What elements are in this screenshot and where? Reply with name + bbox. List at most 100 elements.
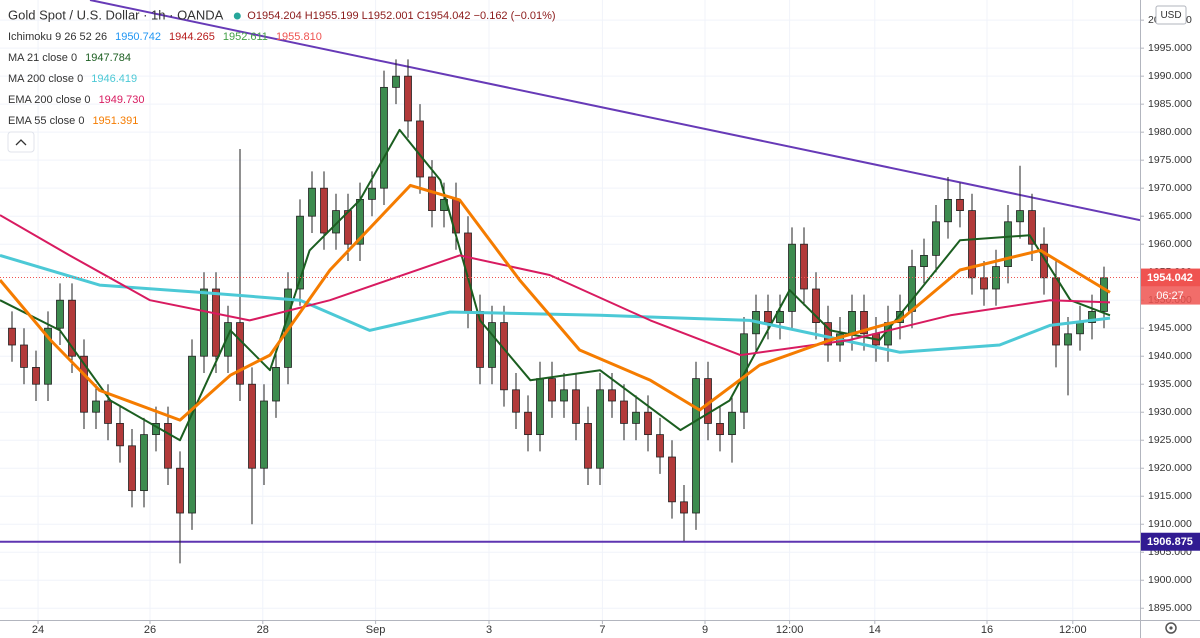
candle-body: [728, 411, 736, 436]
candle-body: [56, 299, 64, 329]
y-tick-label: 1930.000: [1148, 406, 1192, 418]
last-price-label: 1954.042: [1147, 272, 1193, 284]
settings-icon[interactable]: [1165, 622, 1177, 634]
y-tick-label: 1925.000: [1148, 434, 1192, 446]
candle-body: [212, 288, 220, 357]
indicator-value: 1944.265: [169, 31, 215, 43]
x-tick-label: 12:00: [776, 624, 804, 636]
candle-body: [500, 322, 508, 391]
y-tick-label: 1920.000: [1148, 462, 1192, 474]
collapse-icon: [15, 139, 27, 146]
indicator-line: [0, 128, 1111, 442]
candle-body: [920, 254, 928, 267]
x-tick-label: 7: [599, 624, 605, 636]
candle-body: [8, 327, 16, 346]
candle-body: [860, 311, 868, 335]
currency: USD: [1160, 10, 1181, 21]
candle-body: [944, 198, 952, 223]
legend: Gold Spot / U.S. Dollar · 1h · OANDA O195…: [8, 7, 556, 126]
countdown-box: [1141, 286, 1200, 305]
x-tick-label: 24: [32, 624, 44, 636]
status-dot: [233, 12, 241, 20]
y-tick-label: 1910.000: [1148, 518, 1192, 530]
candle-body: [224, 322, 232, 357]
gear: [1165, 622, 1177, 634]
currency-box[interactable]: [1155, 5, 1187, 25]
support-box: [1141, 532, 1200, 551]
indicator-line: [0, 214, 1111, 357]
candle-body: [536, 378, 544, 436]
candle-body: [392, 75, 400, 88]
x-tick-label: 16: [981, 624, 993, 636]
plot-area: [0, 0, 1140, 564]
candle-body: [1004, 221, 1012, 267]
candle-body: [32, 367, 40, 385]
candle-body: [512, 389, 520, 413]
candle-body: [524, 411, 532, 436]
candle-body: [248, 383, 256, 469]
candle-body: [572, 389, 580, 424]
candle-body: [188, 355, 196, 514]
candle-body: [812, 288, 820, 324]
y-tick-label: 1940.000: [1148, 350, 1192, 362]
candle-body: [116, 423, 124, 447]
y-tick-label: 1980.000: [1148, 126, 1192, 138]
candle-body: [308, 187, 316, 217]
x-tick-label: Sep: [366, 624, 386, 636]
candle-body: [776, 311, 784, 324]
candle-body: [404, 75, 412, 122]
y-tick-label: 1985.000: [1148, 98, 1192, 110]
candle-body: [584, 423, 592, 469]
candle-body: [932, 221, 940, 256]
candle-body: [200, 288, 208, 357]
candle-body: [128, 445, 136, 492]
candle-body: [416, 120, 424, 178]
y-tick-label: 1990.000: [1148, 70, 1192, 82]
candle-body: [596, 389, 604, 469]
x-tick-label: 26: [144, 624, 156, 636]
candle-body: [692, 378, 700, 514]
collapse-button[interactable]: [7, 131, 35, 153]
last-price-box: [1141, 268, 1200, 287]
indicator-line: [0, 183, 1111, 422]
candle-body: [1028, 210, 1036, 245]
chart-title: Gold Spot / U.S. Dollar · 1h · OANDA: [8, 7, 224, 22]
candle-body: [164, 423, 172, 469]
candle-body: [1088, 311, 1096, 324]
candle-body: [236, 322, 244, 385]
x-tick-label: 14: [869, 624, 881, 636]
candle-body: [1100, 277, 1108, 312]
candle-body: [980, 277, 988, 290]
candle-body: [848, 311, 856, 335]
candle-body: [668, 456, 676, 503]
candle-body: [644, 411, 652, 436]
candle-body: [296, 215, 304, 290]
candle-body: [1076, 322, 1084, 335]
countdown-label: 06:27: [1156, 290, 1184, 302]
indicator-line: [0, 253, 1111, 354]
y-tick-label: 1965.000: [1148, 210, 1192, 222]
indicator-name: Ichimoku 9 26 52 26: [8, 31, 107, 43]
y-tick-label: 1915.000: [1148, 490, 1192, 502]
candle-body: [68, 299, 76, 357]
y-tick-label: 1895.000: [1148, 602, 1192, 614]
axes: 1895.0001900.0001905.0001910.0001915.000…: [32, 14, 1200, 636]
candle-body: [272, 367, 280, 402]
y-tick-label: 1945.000: [1148, 322, 1192, 334]
indicator-name: MA 21 close 0: [8, 52, 77, 64]
y-tick-label: 1900.000: [1148, 574, 1192, 586]
candle-body: [260, 400, 268, 469]
x-tick-label: 12:00: [1059, 624, 1087, 636]
indicator-value: 1952.611: [223, 31, 268, 43]
indicator-name: EMA 55 close 0: [8, 115, 84, 127]
indicator-value: 1951.391: [92, 115, 138, 127]
candle-body: [620, 400, 628, 424]
indicator-value: 1947.784: [85, 52, 131, 64]
candle-body: [1052, 277, 1060, 346]
y-tick-label: 1995.000: [1148, 42, 1192, 54]
indicator-name: MA 200 close 0: [8, 73, 83, 85]
candle-body: [104, 400, 112, 424]
indicator-value: 1946.419: [91, 73, 137, 85]
candle-body: [380, 86, 388, 189]
